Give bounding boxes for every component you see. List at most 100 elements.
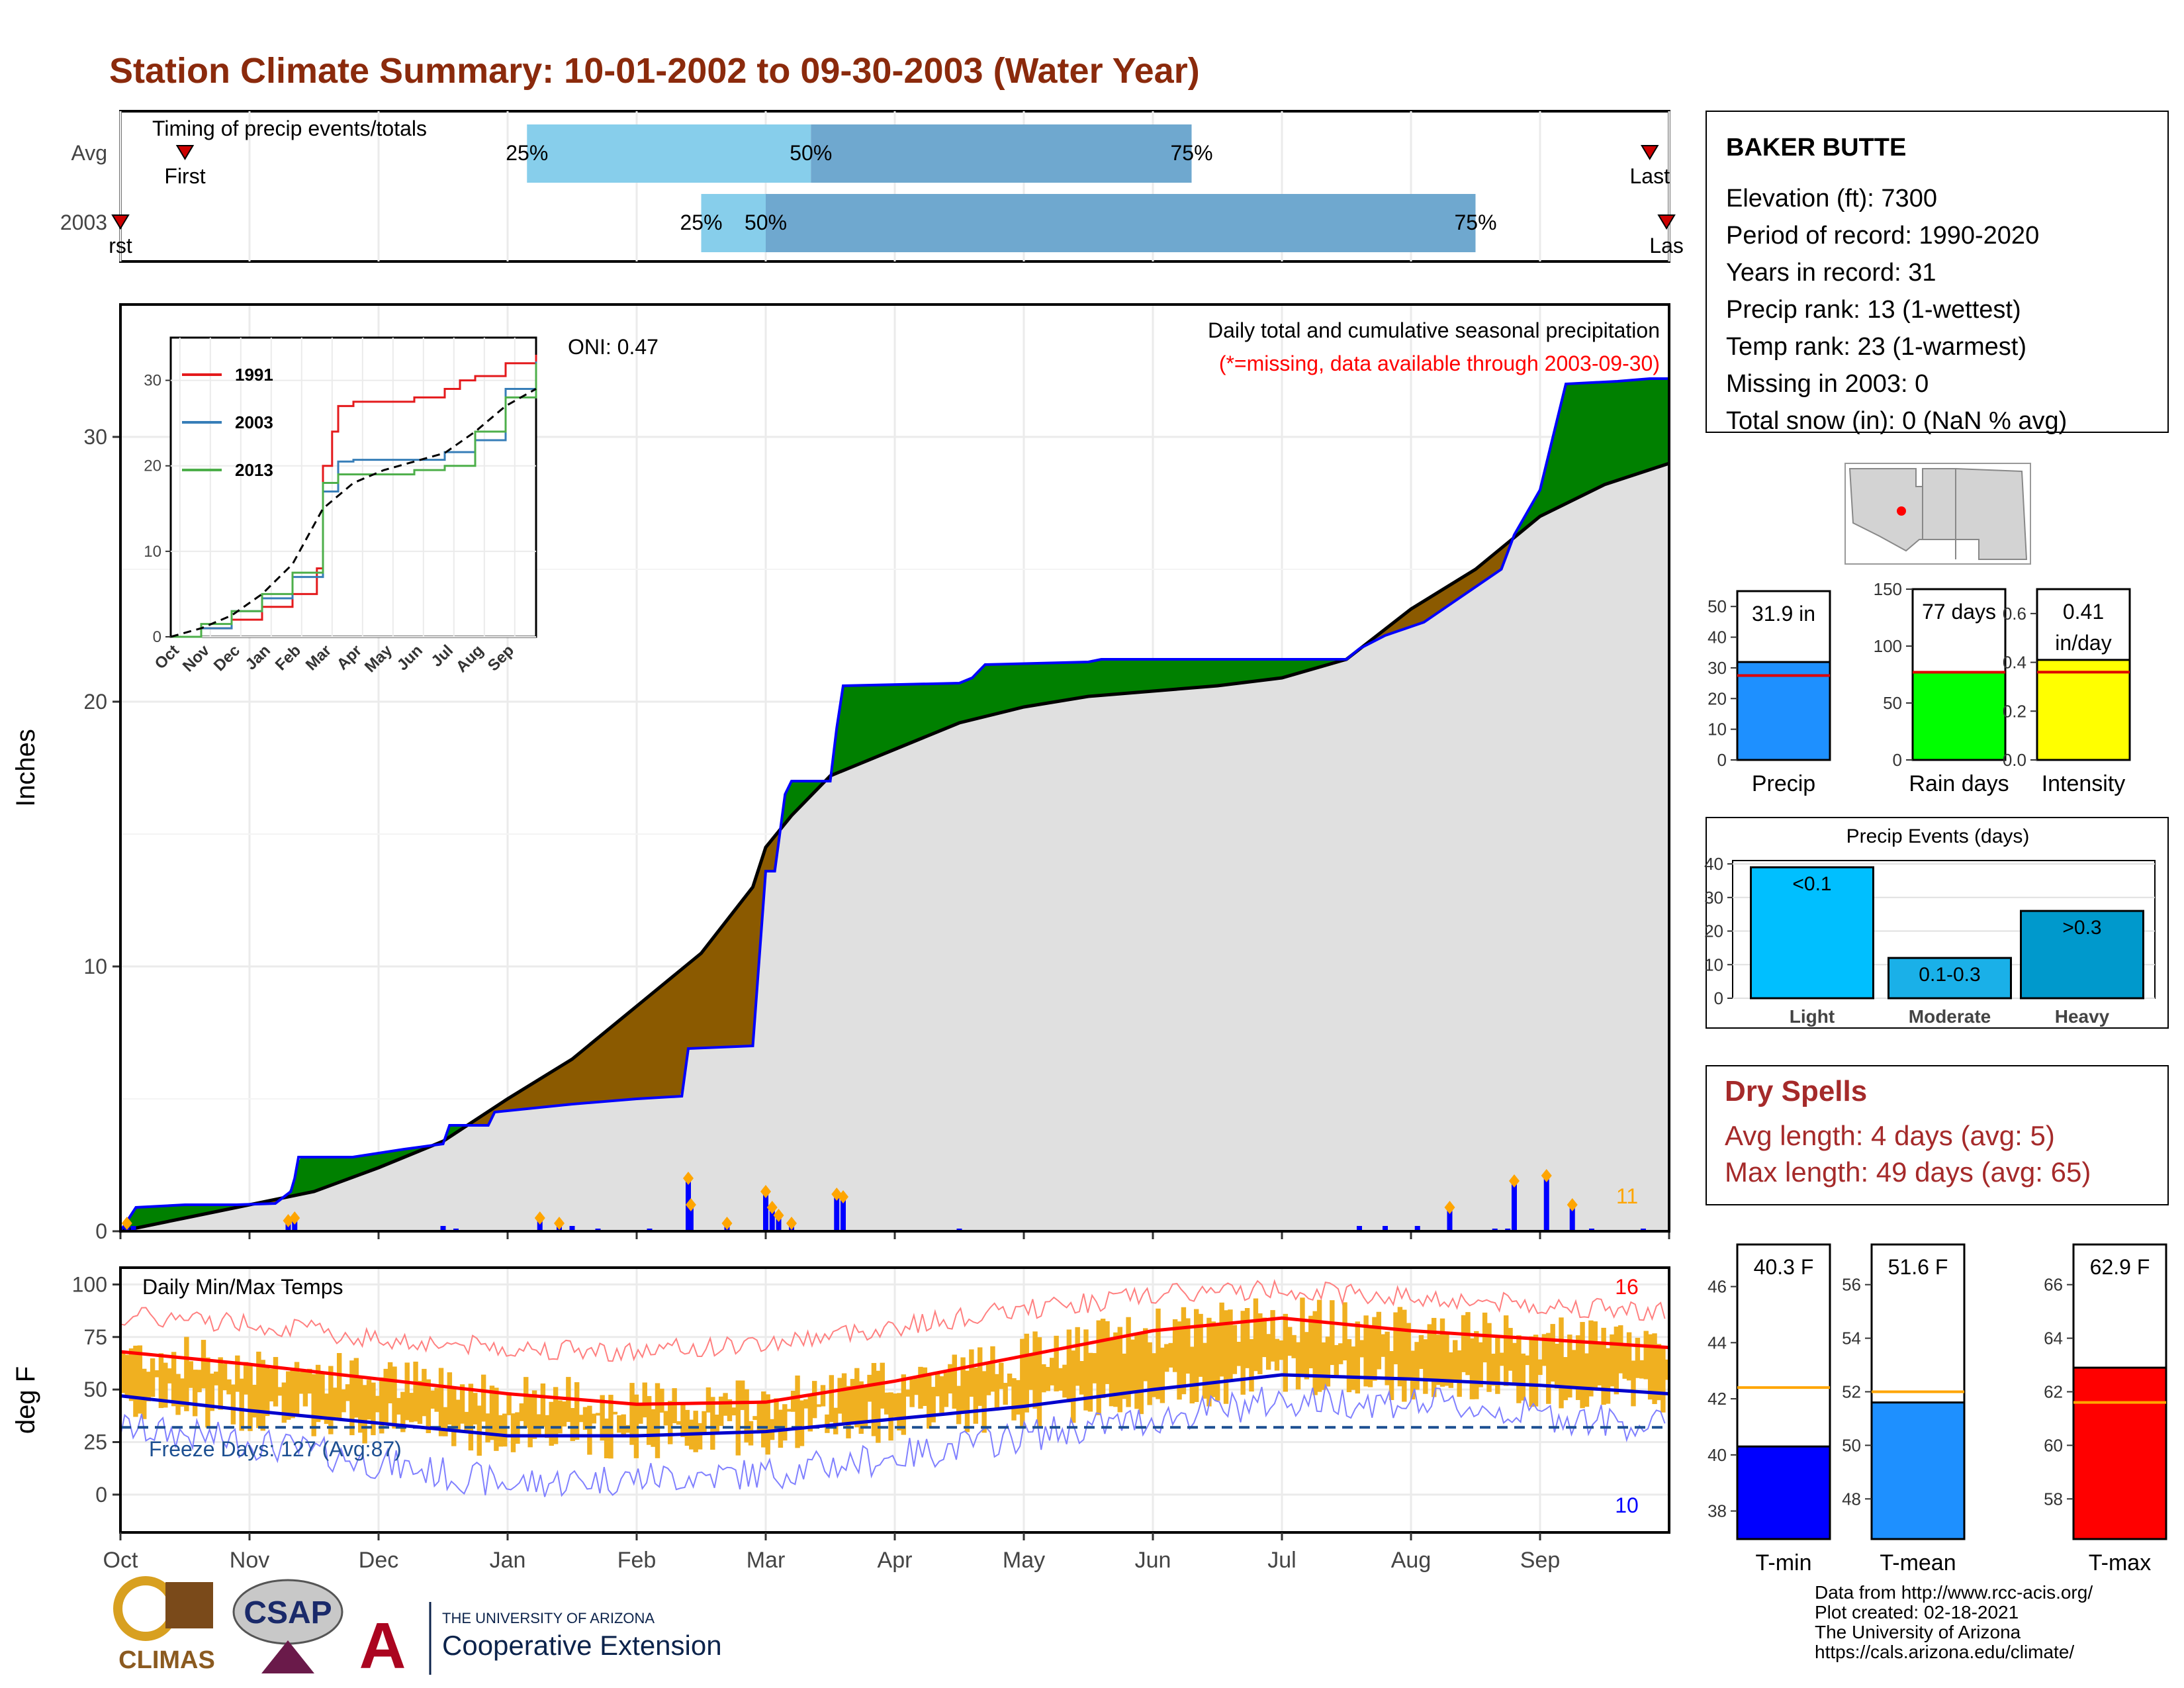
- daily-temp-range-bar: [1147, 1342, 1152, 1405]
- daily-temp-range-bar: [570, 1408, 575, 1441]
- daily-temp-range-bar: [765, 1394, 770, 1455]
- daily-temp-range-bar: [426, 1379, 431, 1433]
- daily-temp-range-bar: [1062, 1364, 1068, 1398]
- daily-temp-range-bar: [600, 1395, 605, 1441]
- above-avg-fill: [1613, 381, 1618, 483]
- daily-temp-range-bar: [1495, 1335, 1500, 1394]
- above-avg-fill: [1178, 659, 1183, 690]
- month-label: Mar: [747, 1548, 786, 1573]
- daily-temp-range-bar: [1469, 1338, 1475, 1399]
- daily-temp-range-bar: [1032, 1331, 1038, 1409]
- event-bar-light: [1750, 866, 1874, 1000]
- figure-title: Station Climate Summary: 10-01-2002 to 0…: [109, 51, 1200, 91]
- above-avg-fill: [1165, 659, 1171, 690]
- daily-precip-bar: [1447, 1207, 1453, 1231]
- daily-temp-range-bar: [218, 1357, 223, 1410]
- above-avg-fill: [907, 684, 913, 745]
- daily-temp-range-bar: [846, 1385, 851, 1438]
- daily-temp-range-bar: [1130, 1339, 1136, 1391]
- inset-ytick-label: 10: [144, 543, 161, 561]
- daily-temp-range-bar: [587, 1405, 592, 1455]
- temp-ytick-label: 25: [83, 1430, 107, 1454]
- daily-temp-range-bar: [1381, 1334, 1386, 1357]
- daily-temp-range-bar: [1457, 1350, 1462, 1397]
- station-precip-rank: Precip rank: 13 (1-wettest): [1726, 296, 2021, 324]
- daily-temp-range-bar: [1414, 1342, 1420, 1390]
- above-avg-fill: [335, 1156, 340, 1184]
- below-avg-fill: [623, 1012, 629, 1101]
- daily-temp-range-bar: [527, 1397, 533, 1448]
- above-avg-fill: [1023, 663, 1028, 708]
- heavy-event-marker-icon: [554, 1217, 565, 1230]
- daily-temp-range-bar: [1478, 1342, 1483, 1387]
- below-avg-fill: [632, 1005, 637, 1100]
- daily-temp-range-bar: [1435, 1335, 1441, 1385]
- daily-temp-range-bar: [850, 1379, 856, 1422]
- oni-label: ONI: 0.47: [568, 335, 659, 359]
- daily-temp-range-bar: [320, 1372, 325, 1421]
- daily-temp-range-bar: [1431, 1317, 1437, 1397]
- daily-temp-range-bar: [1363, 1315, 1369, 1387]
- month-label: Sep: [1520, 1548, 1561, 1573]
- daily-temp-range-bar: [1614, 1327, 1619, 1395]
- daily-temp-range-bar: [918, 1366, 923, 1409]
- above-avg-fill: [1221, 659, 1226, 686]
- timing-row-label-avg: Avg: [71, 141, 107, 165]
- daily-temp-range-bar: [184, 1336, 189, 1411]
- above-avg-fill: [1574, 383, 1579, 500]
- daily-temp-range-bar: [702, 1411, 707, 1434]
- inset-ytick-label: 20: [144, 457, 161, 475]
- daily-temp-range-bar: [434, 1387, 439, 1412]
- above-avg-fill: [1643, 378, 1648, 473]
- below-avg-fill: [593, 1037, 598, 1103]
- daily-temp-range-bar: [307, 1368, 312, 1394]
- temp-ytick-label: 0: [95, 1483, 107, 1507]
- daily-temp-range-bar: [243, 1362, 249, 1395]
- daily-temp-range-bar: [1283, 1313, 1289, 1392]
- event-bar-label: Moderate: [1909, 1006, 1991, 1027]
- above-avg-fill: [890, 684, 895, 752]
- station-box: [1706, 111, 2169, 433]
- daily-temp-range-bar: [375, 1395, 381, 1413]
- daily-temp-range-bar: [1304, 1332, 1310, 1380]
- daily-temp-range-bar: [1257, 1313, 1263, 1375]
- daily-temp-range-bar: [1584, 1353, 1590, 1407]
- timing-p50-label: 50%: [790, 141, 832, 165]
- above-avg-fill: [903, 684, 908, 747]
- above-avg-fill: [1036, 663, 1042, 706]
- daily-temp-range-bar: [811, 1381, 817, 1419]
- daily-temp-range-bar: [985, 1364, 991, 1395]
- below-avg-fill: [670, 973, 676, 1098]
- temp-bar-label: T-max: [2089, 1550, 2151, 1575]
- dry-spells-box: [1706, 1065, 2169, 1205]
- summary-value-label: 0.41: [2063, 600, 2104, 624]
- above-avg-fill: [1255, 659, 1261, 682]
- heavy-event-marker-icon: [721, 1217, 733, 1230]
- daily-temp-range-bar: [633, 1394, 639, 1458]
- event-bar-label: Light: [1790, 1006, 1835, 1027]
- daily-temp-range-bar: [1385, 1331, 1390, 1385]
- above-avg-fill: [137, 1206, 142, 1229]
- above-avg-fill: [929, 683, 934, 736]
- summary-ytick-label: 50: [1707, 596, 1727, 616]
- daily-precip-bar: [1414, 1226, 1420, 1231]
- daily-temp-range-bar: [1189, 1346, 1195, 1404]
- daily-temp-range-bar: [612, 1411, 618, 1415]
- above-avg-fill: [1247, 659, 1252, 682]
- above-avg-fill: [1578, 383, 1584, 498]
- daily-temp-range-bar: [727, 1399, 733, 1421]
- above-avg-fill: [950, 682, 956, 727]
- daily-precip-bar: [440, 1226, 446, 1231]
- heavy-event-marker-icon: [289, 1211, 300, 1225]
- daily-temp-range-bar: [943, 1372, 949, 1407]
- daily-temp-range-bar: [1215, 1325, 1220, 1401]
- dry-spells-max: Max length: 49 days (avg: 65): [1725, 1156, 2091, 1188]
- daily-temp-range-bar: [1418, 1335, 1424, 1369]
- daily-temp-range-bar: [540, 1383, 546, 1427]
- precip-ytick-label: 30: [83, 425, 107, 449]
- daily-temp-range-bar: [786, 1409, 792, 1412]
- above-avg-fill: [1582, 382, 1588, 496]
- above-avg-fill: [1273, 659, 1278, 680]
- heavy-event-marker-icon: [683, 1172, 694, 1185]
- above-avg-fill: [1148, 659, 1154, 692]
